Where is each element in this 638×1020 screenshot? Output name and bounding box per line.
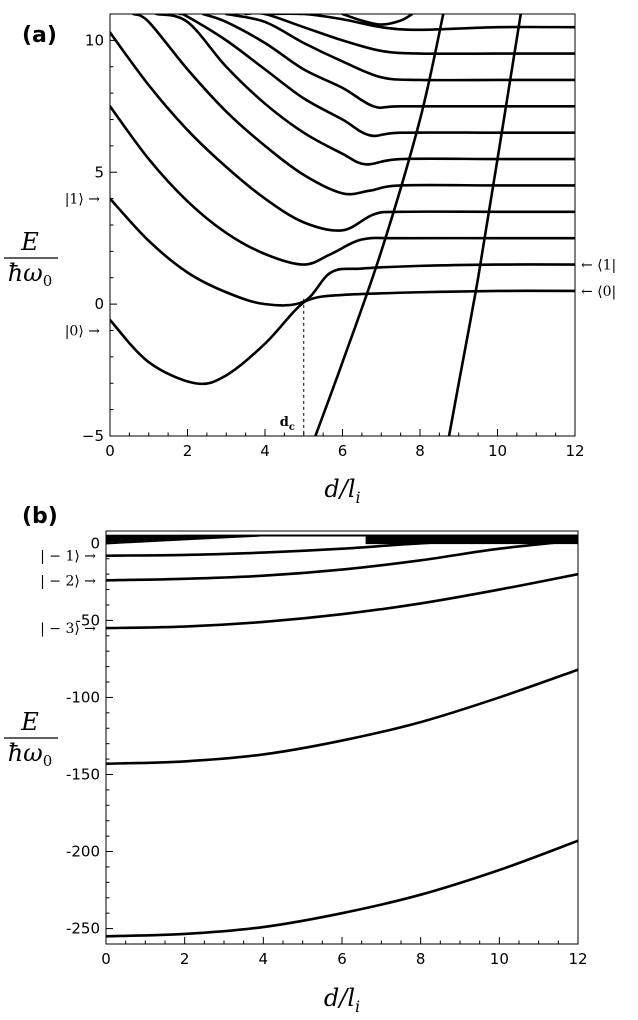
x-tick-label: 10 — [488, 442, 507, 460]
y-tick-label: -50 — [76, 611, 101, 629]
x-tick-label: 4 — [259, 950, 269, 968]
series-line-2 — [106, 538, 578, 582]
panel-b-label: (b) — [22, 504, 58, 529]
series-line-9 — [224, 14, 575, 82]
y-tick-label: -250 — [66, 920, 100, 938]
series-line-14 — [447, 14, 523, 436]
left-state-label: |0⟩ → — [65, 324, 101, 340]
y-tick-label: 10 — [85, 31, 104, 49]
plot-frame — [109, 13, 576, 437]
right-state-label: ← ⟨0| — [581, 284, 616, 300]
series-line-6 — [155, 14, 575, 166]
series-line-10 — [244, 14, 575, 56]
y-axis-label-denominator: ħω0 — [8, 739, 53, 770]
panel-b: (b) 0 2 4 6 8 10 12 0 -50 -100 -150 -200 -250 | − 1⟩… — [4, 504, 588, 1016]
y-axis-label-numerator: E — [20, 708, 39, 736]
y-tick-label: 0 — [90, 534, 100, 552]
plot-frame — [105, 530, 579, 945]
x-tick-label: 0 — [101, 950, 111, 968]
panel-b-annotations: | − 1⟩ → | − 2⟩ → | − 3⟩ → — [40, 549, 96, 637]
series-line-11 — [263, 14, 575, 32]
left-state-label: | − 3⟩ → — [40, 621, 96, 637]
series-line-3 — [106, 572, 578, 630]
dense-level-line — [106, 534, 578, 545]
x-axis-label: d/li — [324, 984, 360, 1016]
dense-level-block — [365, 535, 578, 545]
y-tick-label: -100 — [66, 688, 100, 706]
y-tick-label: -150 — [66, 765, 100, 783]
dense-level-band — [106, 534, 578, 545]
series-line-5 — [106, 839, 578, 938]
series-line-12 — [341, 14, 414, 26]
right-state-label: ← ⟨1| — [581, 258, 616, 274]
x-tick-label: 12 — [568, 950, 587, 968]
x-tick-label: 6 — [338, 442, 348, 460]
left-state-label: | − 2⟩ → — [40, 573, 96, 589]
x-tick-label: 8 — [415, 442, 425, 460]
x-tick-label: 4 — [260, 442, 270, 460]
dc-annotation: dc — [280, 415, 295, 433]
series-line-8 — [201, 14, 575, 109]
x-tick-label: 10 — [490, 950, 509, 968]
series-line-13 — [314, 14, 445, 436]
x-axis-label: d/li — [324, 475, 360, 507]
y-tick-label: 5 — [94, 163, 104, 181]
y-axis-label-numerator: E — [20, 228, 39, 256]
series-line-5 — [131, 14, 575, 196]
panel-a-label: (a) — [22, 23, 57, 48]
series-line-4 — [106, 668, 578, 765]
x-tick-label: 6 — [337, 950, 347, 968]
panel-b-curves — [106, 534, 578, 938]
x-tick-label: 2 — [180, 950, 190, 968]
left-state-label: |1⟩ → — [65, 192, 101, 208]
series-line-4 — [110, 31, 575, 232]
panel-a-annotations: |1⟩ → |0⟩ → ← ⟨1| ← ⟨0| dc — [65, 192, 616, 436]
series-line-2 — [110, 197, 575, 307]
y-tick-label: -200 — [66, 843, 100, 861]
y-axis-label-denominator: ħω0 — [8, 259, 53, 290]
left-state-label: | − 1⟩ → — [40, 549, 96, 565]
x-tick-label: 0 — [105, 442, 115, 460]
panel-b-axes: 0 2 4 6 8 10 12 0 -50 -100 -150 -200 -250 — [66, 530, 588, 968]
y-tick-label: −5 — [82, 427, 104, 445]
x-tick-label: 2 — [183, 442, 193, 460]
panel-a-curves — [110, 14, 575, 436]
series-line-3 — [110, 105, 575, 266]
x-tick-label: 8 — [416, 950, 426, 968]
x-tick-label: 12 — [565, 442, 584, 460]
y-tick-label: 0 — [94, 295, 104, 313]
series-line-7 — [178, 14, 575, 138]
series-line-1 — [110, 289, 575, 386]
